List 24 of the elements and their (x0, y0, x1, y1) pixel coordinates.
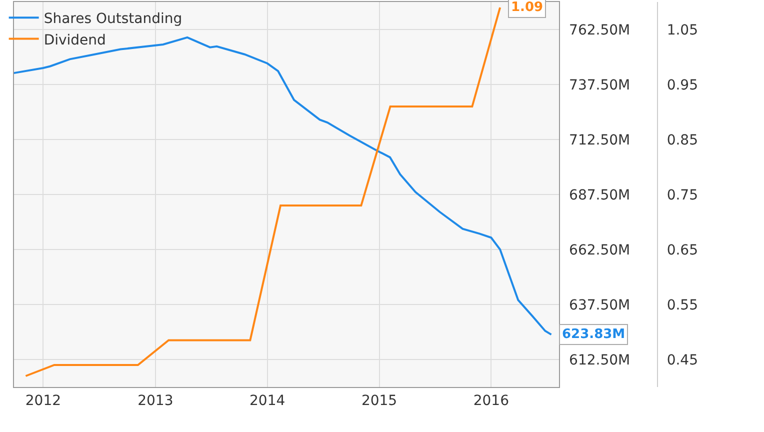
legend-label: Dividend (44, 32, 106, 48)
x-tick-label: 2012 (25, 392, 62, 409)
y-tick-label: 637.50M (569, 297, 630, 314)
y-tick-label: 712.50M (569, 132, 630, 148)
y2-tick-label: 0.95 (666, 77, 698, 94)
x-tick-label: 2013 (138, 392, 174, 409)
data-label: 623.83M (562, 327, 626, 342)
y2-tick-label: 0.55 (666, 297, 698, 314)
y-tick-label: 662.50M (569, 242, 630, 258)
x-tick-label: 2015 (361, 392, 398, 409)
x-tick-label: 2014 (250, 392, 286, 409)
x-tick-label: 2016 (473, 392, 510, 409)
y-tick-label: 737.50M (569, 77, 630, 94)
y-tick-label: 687.50M (569, 187, 630, 204)
y2-tick-label: 0.65 (666, 242, 698, 258)
data-label: 1.09 (511, 0, 544, 15)
legend-label: Shares Outstanding (44, 11, 182, 28)
y2-tick-label: 0.85 (666, 132, 698, 148)
y2-tick-label: 1.05 (666, 22, 698, 38)
y2-tick-label: 0.45 (666, 352, 698, 368)
y-tick-label: 612.50M (569, 352, 630, 368)
line-series (24, 6, 502, 377)
y2-tick-label: 0.75 (666, 187, 698, 204)
y-tick-label: 762.50M (569, 22, 630, 38)
